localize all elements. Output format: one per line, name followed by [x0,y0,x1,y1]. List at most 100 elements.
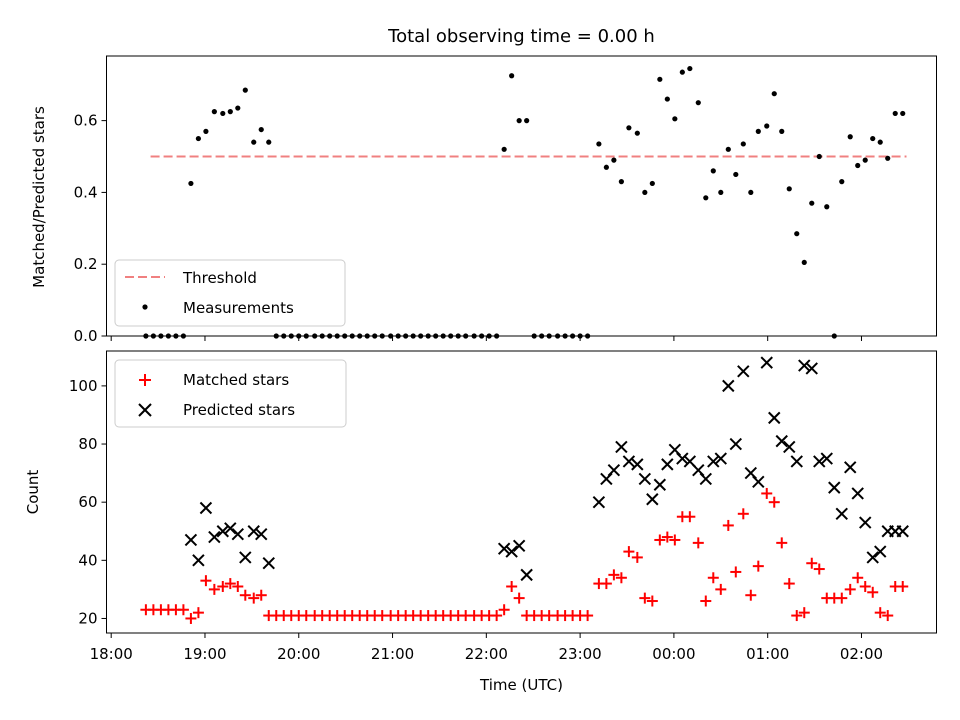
matched-star-point [177,604,189,616]
predicted-star-point [714,452,728,465]
bottom-legend-box [114,359,347,428]
matched-star-point [874,607,886,619]
predicted-star-point [813,455,826,468]
matched-star-point [897,580,909,592]
measurement-point [603,164,609,170]
matched-star-point [768,496,780,508]
matched-star-point [661,531,673,543]
predicted-star-point [653,478,667,491]
predicted-star-point [661,458,674,471]
measurement-point [862,157,868,163]
measurement-point [755,128,761,134]
measurement-point [235,105,241,111]
matched-star-point [806,557,818,569]
predicted-star-point [768,411,781,425]
predicted-star-point [592,495,606,509]
matched-star-point [798,607,810,619]
predicted-star-point [607,463,621,477]
matched-star-point [224,578,236,590]
matched-star-point [669,534,681,546]
measurement-point [855,162,861,169]
measurement-point [626,125,632,131]
predicted-star-point [729,437,743,451]
matched-star-point [844,583,856,595]
measurement-point [870,135,876,142]
predicted-star-point [835,507,848,521]
bottom-y-tick-label: 20 [78,609,97,627]
matched-star-point [232,580,244,592]
legend-predicted-swatch [138,403,152,417]
bottom-x-tick-label: 02:00 [840,645,883,663]
measurement-point [649,180,655,187]
predicted-stars-series [184,356,909,582]
predicted-star-point [828,481,841,494]
matched-star-point [813,563,825,575]
predicted-star-point [192,554,205,567]
predicted-star-point [760,356,773,369]
measurement-point [725,146,731,152]
predicted-star-point [247,525,260,538]
predicted-star-point [184,533,198,547]
matched-star-point [867,586,879,598]
matched-star-point [255,589,267,601]
measurement-point [786,186,792,192]
top-y-tick-label: 0.0 [74,327,98,345]
predicted-star-point [790,455,803,468]
matched-star-point [623,546,635,558]
matched-star-point [498,604,510,616]
top-legend-box [114,259,346,327]
measurement-point [710,168,716,174]
predicted-star-point [859,516,872,529]
bottom-x-tick-label: 20:00 [277,645,320,663]
chart-title: Total observing time = 0.00 h [387,26,655,47]
bottom-x-tick-label: 23:00 [558,645,601,663]
legend-measurements-swatch [142,304,148,310]
measurement-point [509,73,515,79]
x-axis-label: Time (UTC) [479,676,563,694]
bottom-y-tick-label: 60 [78,493,97,511]
bottom-y-ticks: 20 40 60 80 100 [69,377,107,627]
matched-star-point [217,580,229,592]
predicted-star-point [851,487,864,500]
predicted-star-point [646,493,659,506]
top-y-axis-label: Matched/Predicted stars [30,106,48,288]
measurement-point [501,146,507,152]
predicted-star-point [231,527,245,541]
matched-star-point [715,583,727,595]
legend-predicted-label: Predicted stars [183,401,295,419]
top-y-tick-label: 0.6 [74,112,98,130]
measurement-point [809,200,815,206]
predicted-star-point [520,568,533,582]
predicted-star-point [874,545,887,558]
matched-star-point [608,569,620,581]
predicted-star-point [239,551,252,564]
predicted-star-point [844,461,857,474]
predicted-star-point [896,525,909,538]
bottom-x-tick-label: 19:00 [183,645,226,663]
measurement-point [227,109,233,115]
measurement-point [824,204,830,210]
matched-star-point [737,508,749,520]
predicted-star-point [783,440,796,454]
matched-star-point [615,572,627,584]
predicted-star-point [820,452,833,465]
measurement-point [771,91,777,97]
matched-star-point [761,487,773,499]
matched-star-point [631,551,643,563]
predicted-star-point [199,501,213,515]
matched-star-point [783,578,795,590]
top-y-ticks: 0.0 0.2 0.4 0.6 [74,112,107,345]
measurement-point [524,118,530,124]
measurement-point [877,139,883,145]
matched-star-point [692,537,704,549]
matched-star-point [200,575,212,587]
measurement-point [847,134,853,140]
matched-star-point [791,610,803,622]
predicted-star-point [737,365,750,378]
measurement-point [664,96,670,102]
top-y-tick-label: 0.2 [74,255,98,273]
measurement-point [764,123,770,129]
measurement-point [266,139,272,145]
measurement-point [242,87,248,93]
